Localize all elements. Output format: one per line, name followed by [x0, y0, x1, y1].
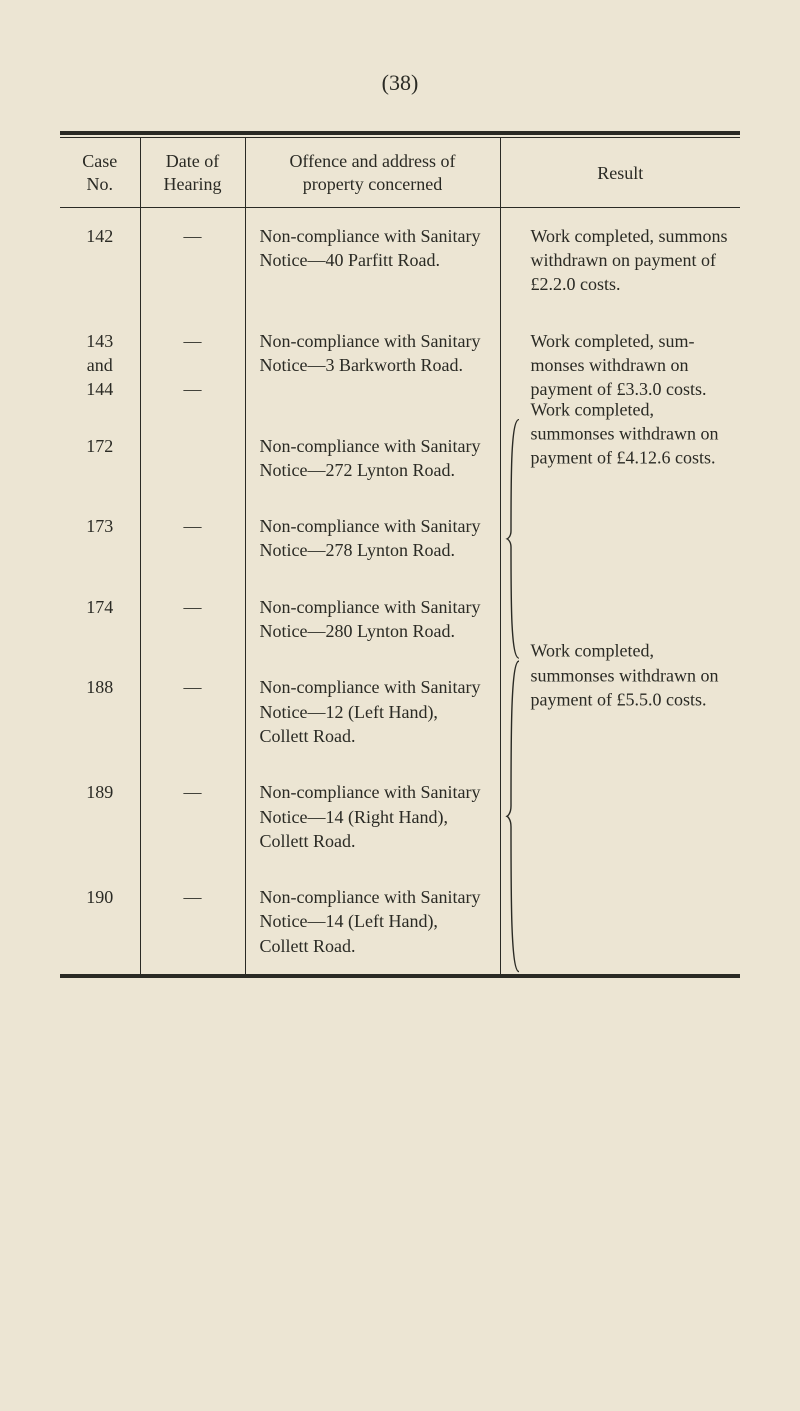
cell-result: Work completed, sum­mons withdrawn on pa… — [500, 207, 740, 312]
cell-case: 172 — [60, 418, 140, 499]
cell-offence: Non-compliance with Sanitary Notice—12 (… — [245, 659, 500, 764]
col-header-offence: Offence and address ofproperty concerned — [245, 138, 500, 207]
brace-icon — [505, 659, 523, 974]
cell-case: 188 — [60, 659, 140, 764]
cell-offence: Non-compliance with Sanitary Notice—272 … — [245, 418, 500, 499]
cell-date: — — [140, 659, 245, 764]
col-header-date: Date ofHearing — [140, 138, 245, 207]
cell-date: — — [140, 869, 245, 974]
cell-case: 190 — [60, 869, 140, 974]
cell-offence: Non-compliance with Sanitary Notice—40 P… — [245, 207, 500, 312]
cell-case: 173 — [60, 498, 140, 579]
cell-offence: Non-compliance with Sanitary Notice—3 Ba… — [245, 313, 500, 418]
table-row: 172 Non-compliance with Sanitary Notice—… — [60, 418, 740, 499]
cell-date: — — [140, 207, 245, 312]
col-header-result: Result — [500, 138, 740, 207]
table-outer-rule: CaseNo. Date ofHearing Offence and addre… — [60, 131, 740, 978]
cell-case: 143and144 — [60, 313, 140, 418]
cell-case: 174 — [60, 579, 140, 660]
cell-case: 142 — [60, 207, 140, 312]
cell-date: —— — [140, 313, 245, 418]
table-inner-rule: CaseNo. Date ofHearing Offence and addre… — [60, 137, 740, 974]
cases-table: CaseNo. Date ofHearing Offence and addre… — [60, 138, 740, 974]
table-body: 142 — Non-compliance with Sanitary Notic… — [60, 207, 740, 974]
cell-date: — — [140, 498, 245, 579]
page-number: (38) — [60, 70, 740, 96]
cell-offence: Non-compliance with Sanitary Notice—278 … — [245, 498, 500, 579]
table-row: 142 — Non-compliance with Sanitary Notic… — [60, 207, 740, 312]
brace-icon — [505, 418, 523, 660]
col-header-case: CaseNo. — [60, 138, 140, 207]
cell-result-group: Work completed, summonses with­drawn on … — [500, 418, 740, 660]
cell-case: 189 — [60, 764, 140, 869]
cell-date: — — [140, 764, 245, 869]
table-head: CaseNo. Date ofHearing Offence and addre… — [60, 138, 740, 207]
cell-result-text: Work completed, summonses with­drawn on … — [531, 639, 735, 712]
page: (38) CaseNo. Date ofHearing Offence and … — [0, 0, 800, 1411]
table-row: 188 — Non-compliance with Sanitary Notic… — [60, 659, 740, 764]
cell-date: — — [140, 579, 245, 660]
cell-offence: Non-compliance with Sanitary Notice—280 … — [245, 579, 500, 660]
cell-result-group: Work completed, summonses with­drawn on … — [500, 659, 740, 974]
cell-result-text: Work completed, summonses with­drawn on … — [531, 397, 735, 470]
cell-offence: Non-compliance with Sanitary Notice—14 (… — [245, 869, 500, 974]
cell-offence: Non-compliance with Sanitary Notice—14 (… — [245, 764, 500, 869]
cell-date — [140, 418, 245, 499]
